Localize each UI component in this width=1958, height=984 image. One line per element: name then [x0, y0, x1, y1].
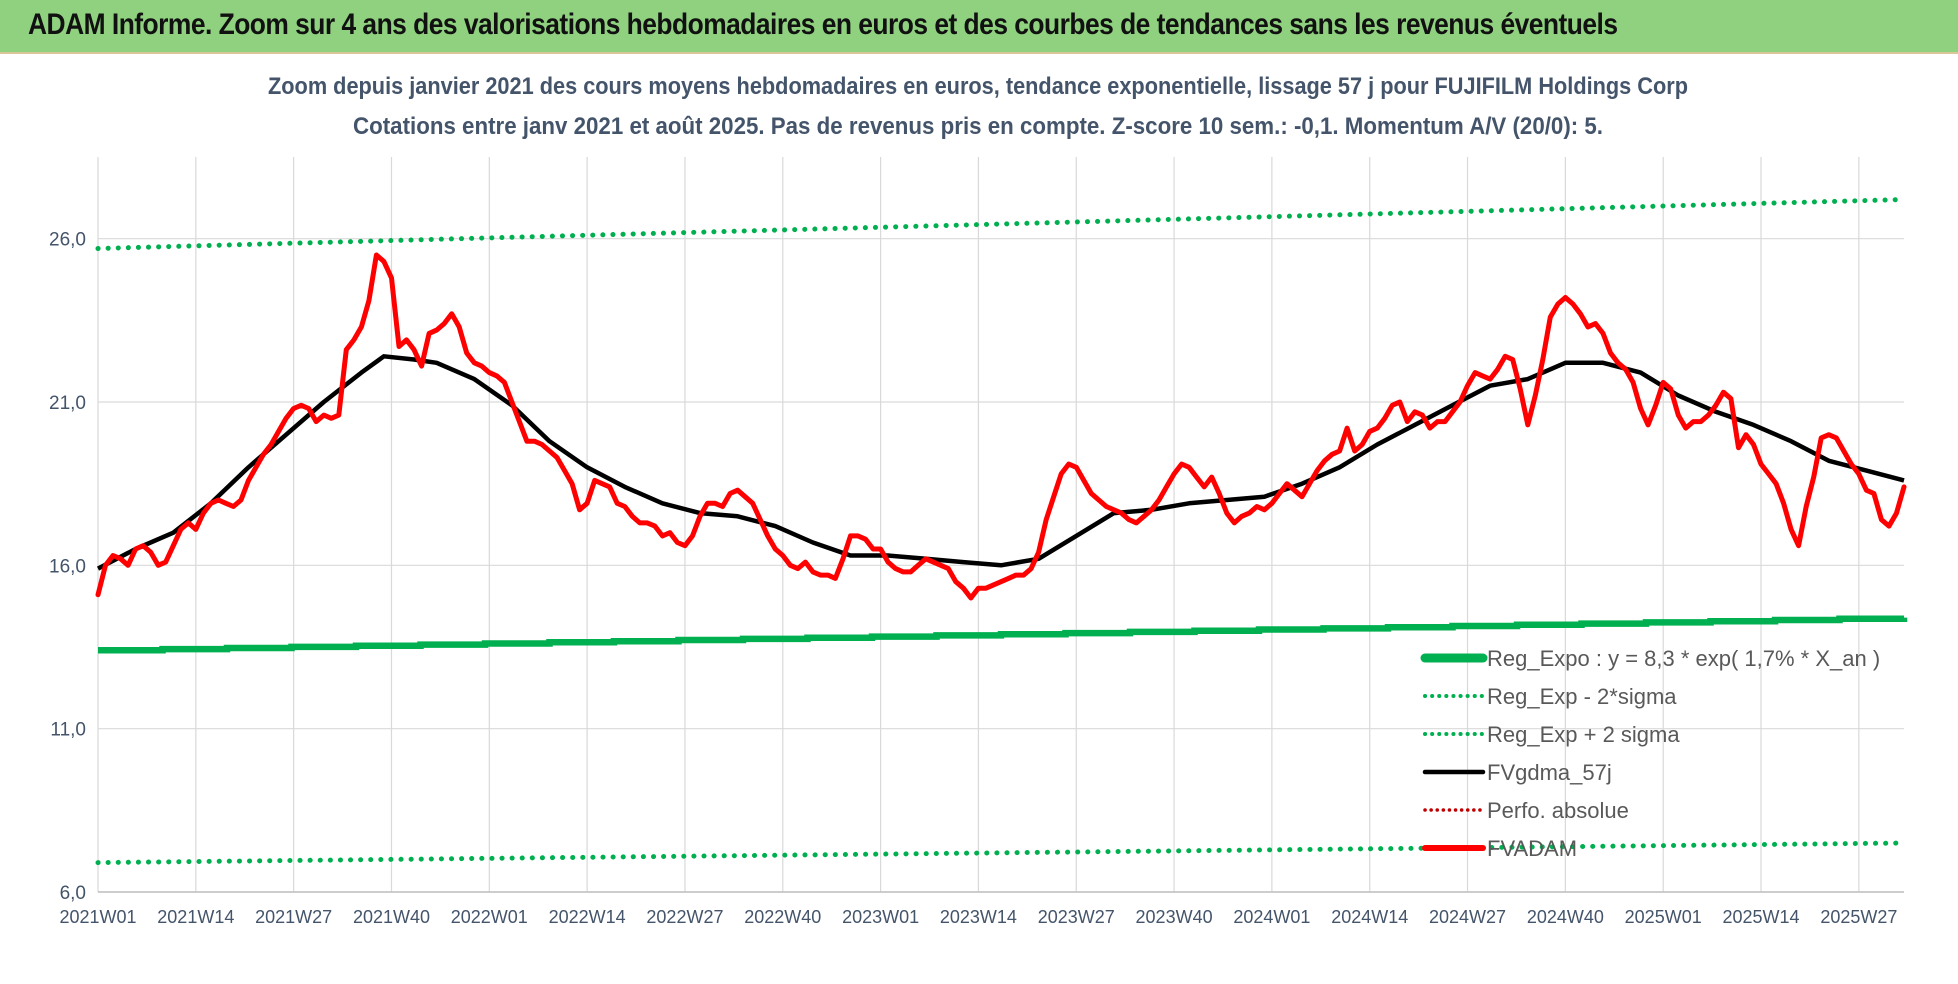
chart-subtitle: Cotations entre janv 2021 et août 2025. … — [353, 113, 1603, 140]
x-tick-label: 2022W01 — [451, 907, 528, 927]
page-title: ADAM Informe. Zoom sur 4 ans des valoris… — [28, 8, 1618, 41]
legend: Reg_Expo : y = 8,3 * exp( 1,7% * X_an ) R… — [1420, 646, 1880, 861]
x-tick-label: 2024W40 — [1527, 907, 1604, 927]
x-tick-label: 2024W27 — [1429, 907, 1506, 927]
y-axis: 6,0 11,0 16,0 21,0 26,0 — [49, 230, 86, 904]
y-tick-label: 26,0 — [49, 230, 86, 251]
y-tick-label: 11,0 — [50, 720, 86, 741]
x-tick-label: 2022W40 — [744, 907, 821, 927]
y-tick-label: 16,0 — [49, 556, 86, 577]
x-tick-label: 2023W14 — [940, 907, 1017, 927]
chart: Zoom depuis janvier 2021 des cours moyen… — [49, 73, 1908, 927]
x-tick-label: 2021W01 — [59, 907, 136, 927]
legend-entry: Reg_Expo : y = 8,3 * exp( 1,7% * X_an ) — [1487, 646, 1880, 671]
x-tick-label: 2023W40 — [1136, 907, 1213, 927]
series-band-line — [95, 840, 1907, 866]
x-tick-label: 2023W01 — [842, 907, 919, 927]
x-tick-label: 2025W27 — [1820, 907, 1897, 927]
x-tick-label: 2021W27 — [255, 907, 332, 927]
x-tick-label: 2022W14 — [549, 907, 626, 927]
legend-entry: Perfo. absolue — [1487, 798, 1629, 823]
legend-entry: FVADAM — [1487, 836, 1577, 861]
series-fvadam-line — [95, 252, 1907, 601]
x-tick-label: 2021W40 — [353, 907, 430, 927]
chart-title: Zoom depuis janvier 2021 des cours moyen… — [268, 73, 1688, 100]
legend-entry: FVgdma_57j — [1487, 760, 1612, 785]
y-tick-label: 6,0 — [60, 883, 86, 904]
y-tick-label: 21,0 — [49, 393, 86, 414]
x-tick-label: 2025W01 — [1625, 907, 1702, 927]
series-band-line — [95, 197, 1907, 251]
x-tick-label: 2023W27 — [1038, 907, 1115, 927]
gridlines — [97, 157, 1904, 893]
series-regression-line — [98, 615, 1908, 654]
x-tick-label: 2022W27 — [646, 907, 723, 927]
x-tick-label: 2025W14 — [1722, 907, 1799, 927]
x-tick-label: 2024W14 — [1331, 907, 1408, 927]
series-layer — [95, 197, 1908, 866]
legend-entry: Reg_Exp + 2 sigma — [1487, 722, 1680, 747]
x-tick-label: 2021W14 — [157, 907, 234, 927]
series-fvgdma-line — [96, 354, 1905, 571]
x-axis: 2021W01 2021W14 2021W27 2021W40 2022W01 2022W… — [59, 907, 1897, 927]
x-tick-label: 2024W01 — [1233, 907, 1310, 927]
header-bar: ADAM Informe. Zoom sur 4 ans des valoris… — [0, 0, 1958, 54]
legend-entry: Reg_Exp - 2*sigma — [1487, 684, 1677, 709]
